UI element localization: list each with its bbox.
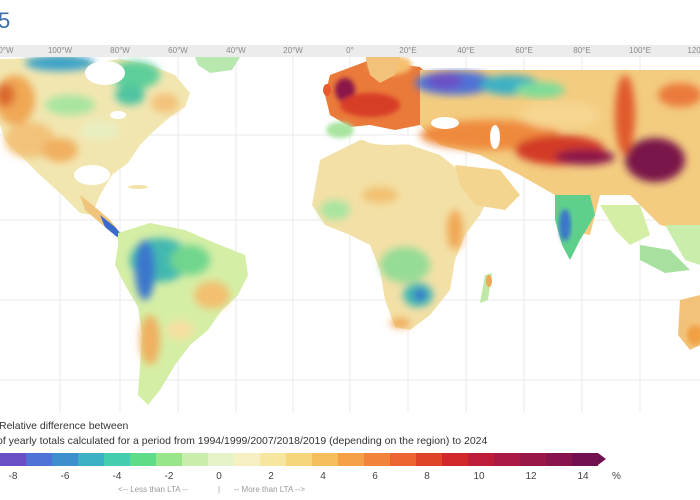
- legend-tick: 14: [577, 471, 589, 482]
- legend-title: Relative difference between: [0, 420, 129, 432]
- colorbar-segment: [546, 453, 572, 466]
- legend-subtitle: of yearly totals calculated for a period…: [0, 435, 488, 447]
- region-africa: [312, 140, 520, 330]
- colorbar-segment: [234, 453, 260, 466]
- more-than-lta-label: -- More than LTA -->: [234, 485, 306, 494]
- legend-tick: -4: [112, 471, 122, 482]
- colorbar-segment: [312, 453, 338, 466]
- colorbar-segment: [208, 453, 234, 466]
- colorbar-segment: [156, 453, 182, 466]
- mediterranean-sea: [365, 135, 415, 145]
- longitude-label: 40°W: [226, 46, 246, 55]
- longitude-label: 60°E: [515, 46, 533, 55]
- colorbar-segment: [364, 453, 390, 466]
- colorbar-segment: [520, 453, 546, 466]
- legend-tick: 0: [216, 471, 222, 482]
- legend-tick: -8: [8, 471, 18, 482]
- colorbar-segment: [494, 453, 520, 466]
- longitude-label: 120: [687, 46, 700, 55]
- page-title: 5: [0, 8, 11, 33]
- longitude-label: 20°W: [283, 46, 303, 55]
- longitude-label: 0°W: [0, 46, 14, 55]
- longitude-label: 100°E: [629, 46, 651, 55]
- region-asia: [415, 70, 700, 273]
- colorbar-segment: [260, 453, 286, 466]
- colorbar-segment: [572, 453, 598, 466]
- colorbar-segment: [104, 453, 130, 466]
- longitude-label: 80°W: [110, 46, 130, 55]
- legend-tick: 10: [473, 471, 485, 482]
- colorbar-segment: [416, 453, 442, 466]
- less-than-lta-label: <-- Less than LTA --: [118, 485, 188, 494]
- legend-tick: -6: [60, 471, 70, 482]
- colorbar-segment: [286, 453, 312, 466]
- colorbar: [0, 453, 598, 466]
- precipitation-difference-map[interactable]: 0°W 100°W 80°W 60°W 40°W 20°W 0° 20°E 40…: [0, 45, 700, 413]
- map-canvas: [0, 45, 700, 413]
- colorbar-segment: [130, 453, 156, 466]
- legend-tick: 4: [320, 471, 326, 482]
- longitude-axis: 0°W 100°W 80°W 60°W 40°W 20°W 0° 20°E 40…: [0, 45, 700, 57]
- colorbar-segment: [182, 453, 208, 466]
- colorbar-segment: [390, 453, 416, 466]
- colorbar-segment: [338, 453, 364, 466]
- region-europe: [323, 53, 440, 138]
- longitude-label: 80°E: [573, 46, 591, 55]
- region-south-america: [115, 223, 248, 405]
- colorbar-segment: [0, 453, 26, 466]
- color-legend: Relative difference between of yearly to…: [0, 420, 700, 500]
- legend-tick: 2: [268, 471, 274, 482]
- longitude-label: 0°: [346, 46, 354, 55]
- lta-divider: |: [218, 485, 221, 494]
- colorbar-segment: [52, 453, 78, 466]
- longitude-label: 40°E: [457, 46, 475, 55]
- colorbar-segment: [26, 453, 52, 466]
- legend-tick: 12: [525, 471, 537, 482]
- colorbar-arrow-icon: [598, 453, 606, 465]
- legend-tick: 6: [372, 471, 378, 482]
- legend-tick: -2: [164, 471, 174, 482]
- colorbar-segment: [442, 453, 468, 466]
- colorbar-segment: [78, 453, 104, 466]
- region-australia: [678, 295, 700, 350]
- longitude-label: 20°E: [399, 46, 417, 55]
- longitude-label: 60°W: [168, 46, 188, 55]
- legend-tick: 8: [424, 471, 430, 482]
- longitude-label: 100°W: [47, 46, 73, 55]
- region-north-america: [0, 55, 240, 237]
- legend-unit: %: [612, 471, 621, 482]
- colorbar-segment: [468, 453, 494, 466]
